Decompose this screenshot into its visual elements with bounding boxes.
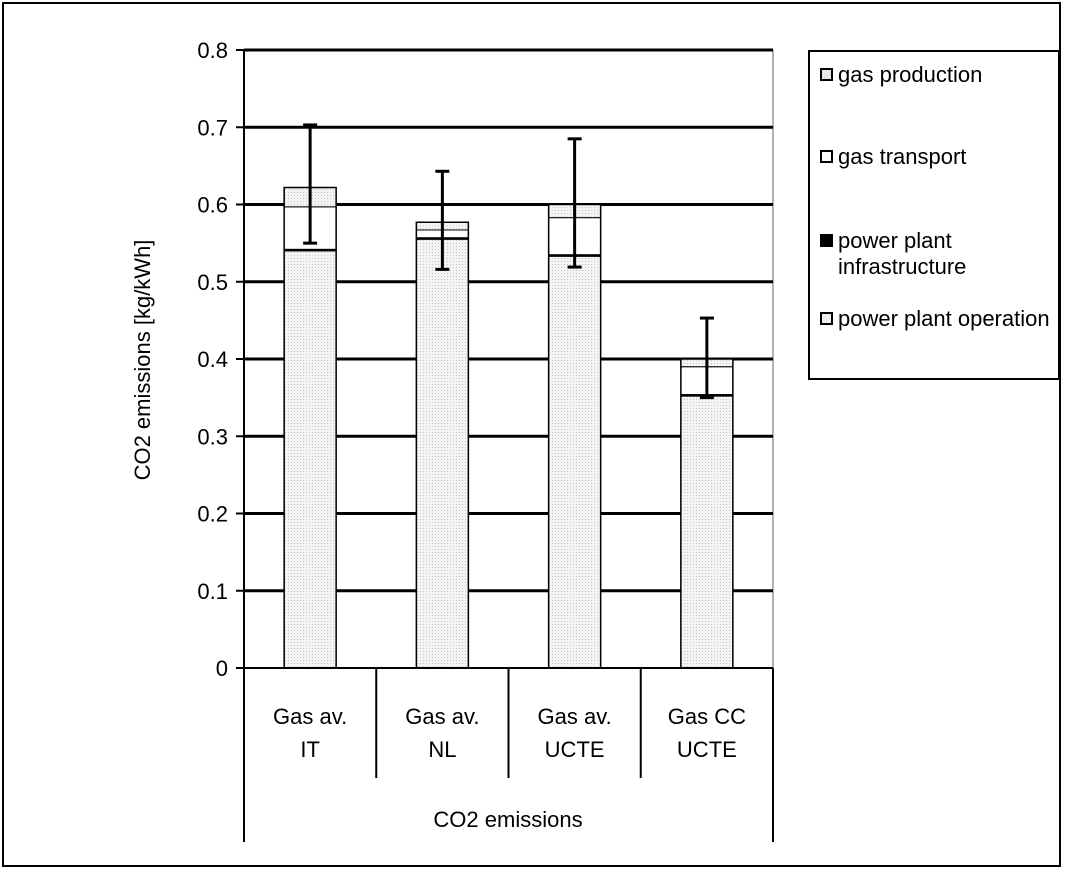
- legend-item-gas-transport: gas transport: [820, 144, 1058, 170]
- bar-segment: [680, 395, 734, 669]
- legend-label: power plant operation: [838, 306, 1050, 331]
- x-category-label: Gas CC: [668, 704, 746, 729]
- legend-swatch: [820, 150, 833, 163]
- legend-swatch: [820, 68, 833, 81]
- x-category-label: NL: [428, 737, 456, 762]
- y-tick-label: 0.4: [197, 347, 228, 372]
- y-tick-label: 0.3: [197, 424, 228, 449]
- x-category-label: UCTE: [677, 737, 737, 762]
- legend-swatch: [820, 312, 833, 325]
- y-tick-label: 0.5: [197, 270, 228, 295]
- legend-item-power-plant-operation: power plant operation: [820, 306, 1058, 332]
- legend-label: gas production: [838, 62, 983, 87]
- legend-label: power plant infrastructure: [838, 228, 967, 279]
- x-category-label: IT: [300, 737, 320, 762]
- legend-item-power-plant-infrastructure: power plant infrastructure: [820, 228, 1058, 280]
- y-tick-labels: 0 0.1 0.2 0.3 0.4 0.5 0.6 0.7 0.8: [197, 38, 228, 681]
- x-category-label: Gas av.: [273, 704, 347, 729]
- bar-segment: [548, 255, 602, 669]
- bars: [283, 186, 734, 669]
- legend-label: gas transport: [838, 144, 967, 169]
- bar-segment: [283, 250, 337, 669]
- y-tick-label: 0.7: [197, 115, 228, 140]
- axes: [236, 49, 774, 842]
- legend-item-gas-production: gas production: [820, 62, 1058, 88]
- x-category-labels: Gas av. IT Gas av. NL Gas av. UCTE Gas CC UCTE: [273, 704, 746, 762]
- y-tick-label: 0.2: [197, 502, 228, 527]
- x-category-label: UCTE: [545, 737, 605, 762]
- x-category-label: Gas av.: [405, 704, 479, 729]
- x-axis-label: CO2 emissions: [433, 807, 582, 832]
- bar-segment: [415, 238, 469, 669]
- y-tick-label: 0: [216, 656, 228, 681]
- y-tick-label: 0.6: [197, 193, 228, 218]
- legend: gas production gas transport power plant…: [808, 50, 1060, 380]
- error-bars: [303, 123, 714, 400]
- y-tick-label: 0.8: [197, 38, 228, 63]
- y-axis-label: CO2 emissions [kg/kWh]: [130, 240, 155, 481]
- y-tick-label: 0.1: [197, 579, 228, 604]
- x-category-label: Gas av.: [538, 704, 612, 729]
- legend-swatch: [820, 234, 833, 247]
